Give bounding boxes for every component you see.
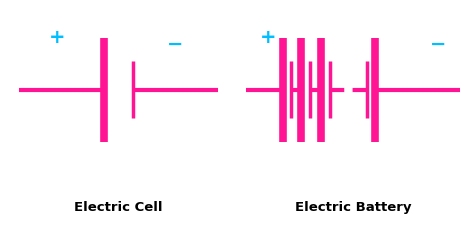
Text: +: + xyxy=(49,28,65,47)
Text: +: + xyxy=(260,28,276,47)
Text: Electric Battery: Electric Battery xyxy=(295,201,411,214)
Text: −: − xyxy=(430,35,447,54)
Text: Electric Cell: Electric Cell xyxy=(74,201,163,214)
Text: −: − xyxy=(167,35,183,54)
